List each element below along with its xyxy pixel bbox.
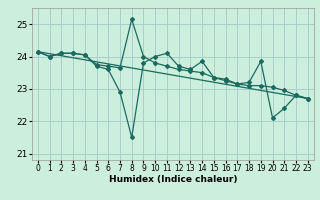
X-axis label: Humidex (Indice chaleur): Humidex (Indice chaleur) — [108, 175, 237, 184]
